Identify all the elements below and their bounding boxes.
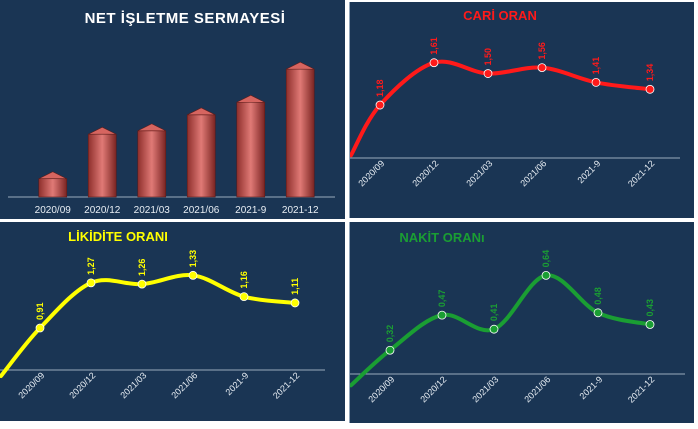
data-point-2021/06 xyxy=(188,270,198,280)
x-tick-label: 2021-12 xyxy=(626,374,656,404)
data-point-2021-9 xyxy=(593,308,603,318)
data-label: 0,64 xyxy=(541,250,551,268)
x-tick-label: 2021-9 xyxy=(235,205,267,216)
data-label: 1,27 xyxy=(86,257,96,275)
data-label: 1,41 xyxy=(591,57,601,75)
x-tick-label: 2021/03 xyxy=(134,205,171,216)
data-point-2021/06 xyxy=(537,63,547,73)
x-tick-label: 2020/09 xyxy=(366,374,396,404)
bar-cap-2021/03 xyxy=(137,123,166,132)
data-point-2021-9 xyxy=(239,292,249,302)
likidite-orani-title: LİKİDİTE ORANI xyxy=(68,229,168,244)
series-line xyxy=(350,59,652,158)
likidite-orani-line-chart: 0,91 2020/09 1,27 2020/12 1,26 2021/03 1,33 202… xyxy=(0,250,325,401)
data-point-2020/09 xyxy=(385,345,395,355)
data-label: 0,47 xyxy=(437,290,447,308)
data-label: 1,26 xyxy=(137,259,147,277)
bar-2021-9 xyxy=(236,101,266,198)
x-tick-label: 2020/09 xyxy=(356,158,386,188)
x-tick-label: 2021-12 xyxy=(626,158,656,188)
data-label: 1,11 xyxy=(290,278,300,295)
nakit-orani-panel: 0,32 2020/09 0,47 2020/12 0,41 2021/03 0,64 202… xyxy=(349,222,694,423)
data-label: 0,32 xyxy=(385,325,395,343)
data-label: 1,18 xyxy=(375,80,385,98)
data-label: 1,50 xyxy=(483,48,493,66)
x-tick-label: 2021-9 xyxy=(224,370,251,397)
data-point-2021-12 xyxy=(645,320,655,329)
x-tick-label: 2021/06 xyxy=(518,158,548,188)
bar-2021/03 xyxy=(137,130,167,198)
data-label: 0,91 xyxy=(35,302,45,320)
data-label: 1,34 xyxy=(645,64,655,82)
x-tick-label: 2020/12 xyxy=(410,158,440,188)
x-tick-label: 2021/06 xyxy=(183,205,220,216)
data-label: 1,61 xyxy=(429,37,439,55)
series-line xyxy=(350,273,652,388)
data-point-2020/09 xyxy=(375,100,385,110)
data-point-2021/06 xyxy=(541,270,551,280)
cari-oran-panel: 1,18 2020/09 1,61 2020/12 1,50 2021/03 1,56 202… xyxy=(349,2,694,218)
data-point-2021/03 xyxy=(137,279,147,289)
bar-cap-2020/09 xyxy=(38,171,67,180)
likidite-orani-panel: 0,91 2020/09 1,27 2020/12 1,26 2021/03 1,33 202… xyxy=(0,222,345,421)
cari-oran-line-chart: 1,18 2020/09 1,61 2020/12 1,50 2021/03 1,56 202… xyxy=(350,37,680,189)
bar-cap-2021-9 xyxy=(236,94,265,103)
x-tick-label: 2021-9 xyxy=(576,158,603,185)
x-tick-label: 2021/03 xyxy=(118,370,148,400)
data-point-2021/03 xyxy=(483,69,493,78)
bar-2021-12 xyxy=(285,68,315,198)
x-tick-label: 2021/06 xyxy=(522,374,552,404)
cari-oran-title: CARİ ORAN xyxy=(463,8,537,23)
bar-cap-2020/12 xyxy=(88,126,117,135)
data-point-2021/03 xyxy=(489,324,499,334)
x-tick-label: 2021/03 xyxy=(470,374,500,404)
nakit-orani-line-chart: 0,32 2020/09 0,47 2020/12 0,41 2021/03 0,64 202… xyxy=(350,250,685,405)
data-point-2021-12 xyxy=(290,298,300,308)
data-label: 1,33 xyxy=(188,250,198,268)
x-tick-label: 2020/12 xyxy=(418,374,448,404)
data-point-2020/12 xyxy=(86,278,96,288)
data-point-2021-12 xyxy=(645,84,655,94)
data-label: 1,56 xyxy=(537,42,547,60)
data-point-2020/09 xyxy=(35,323,45,333)
x-tick-label: 2021-12 xyxy=(271,370,301,400)
bar-cap-2021/06 xyxy=(187,107,216,116)
x-tick-label: 2020/09 xyxy=(16,370,46,400)
data-label: 0,43 xyxy=(645,299,655,317)
bar-cap-2021-12 xyxy=(286,61,315,70)
data-point-2020/12 xyxy=(429,58,439,68)
nakit-orani-title: NAKİT ORANı xyxy=(399,230,485,245)
data-label: 0,48 xyxy=(593,287,603,305)
bar-2021/06 xyxy=(186,114,216,198)
x-tick-label: 2020/12 xyxy=(67,370,97,400)
net-isletme-sermayesi-panel: 2020/09 2020/12 2021/03 2021/06 2021-9 2021-1… xyxy=(0,0,345,219)
x-tick-label: 2020/09 xyxy=(35,205,72,216)
net-isletme-title: NET İŞLETME SERMAYESİ xyxy=(84,10,286,27)
x-tick-label: 2021/06 xyxy=(169,370,199,400)
data-point-2021-9 xyxy=(591,78,601,87)
data-point-2020/12 xyxy=(437,310,447,320)
net-isletme-bar-chart: 2020/09 2020/12 2021/03 2021/06 2021-9 2021-1… xyxy=(8,61,335,216)
bar-2020/09 xyxy=(38,178,68,198)
data-label: 0,41 xyxy=(489,304,499,322)
x-tick-label: 2021-9 xyxy=(578,374,605,401)
x-tick-label: 2020/12 xyxy=(84,205,121,216)
x-tick-label: 2021/03 xyxy=(464,158,494,188)
data-label: 1,16 xyxy=(239,271,249,289)
bar-2020/12 xyxy=(87,133,117,198)
x-tick-label: 2021-12 xyxy=(282,205,319,216)
series-line xyxy=(0,273,297,379)
